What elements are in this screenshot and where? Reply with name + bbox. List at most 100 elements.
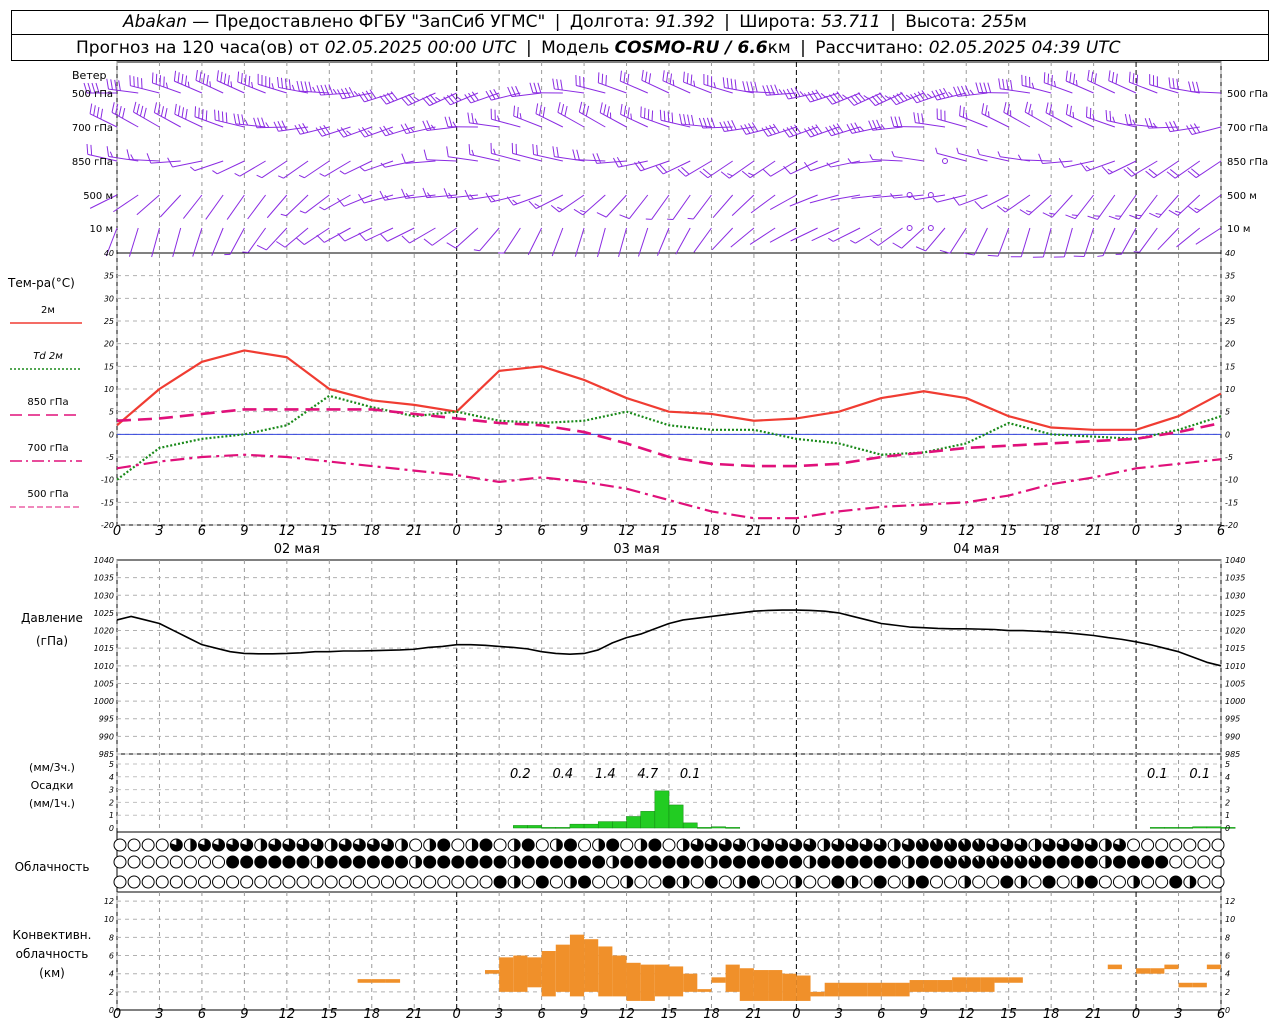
wind-barb — [195, 69, 224, 94]
cloud-cover-symbol — [141, 875, 155, 889]
wind-barb — [280, 194, 309, 217]
time-tick-label: 9 — [920, 1007, 928, 1022]
cloud-cover-fill — [747, 876, 760, 888]
pressure-tick-right: 1020 — [1225, 627, 1245, 636]
convective-cloud-bar — [1136, 968, 1151, 974]
wind-barb — [1079, 160, 1116, 172]
wind-barb — [174, 103, 203, 128]
wind-barb — [89, 194, 118, 209]
precip-bar — [541, 827, 557, 829]
cloud-cover-symbol — [296, 875, 310, 889]
convective-cloud-bar — [385, 979, 401, 983]
cloud-cover-symbol — [183, 875, 197, 889]
wind-barb — [1188, 194, 1222, 214]
cloud-cover-fill — [1035, 839, 1041, 851]
wind-barb — [379, 125, 415, 137]
wind-barb — [782, 87, 818, 100]
cloud-cover-symbol — [1155, 875, 1169, 889]
cloud-cover-fill — [930, 839, 943, 852]
time-tick-label: 21 — [746, 1007, 763, 1022]
convective-cloud-bar — [711, 977, 726, 983]
cloud-cover-fill — [874, 856, 887, 868]
time-tick-label: 12 — [279, 1007, 296, 1022]
cloud-cover-symbol — [465, 875, 479, 889]
temp-tick-right: 40 — [1225, 249, 1235, 258]
wind-level-label-right: 500 гПа — [1227, 89, 1268, 100]
wind-barb — [464, 91, 500, 104]
wind-barb — [337, 86, 372, 100]
wind-barb — [136, 194, 160, 216]
cloud-cover-fill — [860, 856, 873, 868]
wind-barb — [730, 227, 755, 248]
temp-legend-label: 850 гПа — [27, 397, 68, 408]
wind-barb — [552, 78, 585, 94]
precip-bar — [1192, 826, 1208, 829]
time-tick-label: 18 — [1043, 1007, 1060, 1022]
cloud-cover-fill — [860, 839, 873, 852]
cloud-cover-symbol — [944, 875, 958, 889]
pressure-tick-right: 995 — [1225, 715, 1240, 724]
cloud-cover-fill — [353, 856, 366, 868]
convective-cloud-bar — [725, 964, 740, 992]
wind-barb — [316, 227, 351, 243]
precip-tick-left: 4 — [109, 773, 114, 782]
convective-cloud-bar — [909, 980, 924, 992]
wind-barb — [1038, 153, 1073, 165]
wind-barb — [1166, 160, 1201, 179]
wind-barb — [742, 81, 776, 94]
cloud-cover-fill — [260, 839, 267, 851]
convective-cloud-bar — [669, 966, 684, 997]
precip-unit-3h: (мм/3ч.) — [29, 761, 75, 774]
cloud-cover-fill — [1043, 876, 1056, 888]
pressure-tick-right: 990 — [1225, 732, 1240, 741]
wind-barb — [336, 126, 372, 138]
temp-tick-left: 25 — [104, 317, 114, 326]
conv-tick-left: 4 — [109, 970, 114, 979]
precip-bar — [1164, 827, 1179, 829]
wind-barb — [128, 227, 139, 257]
precip-tick-right: 4 — [1225, 773, 1230, 782]
cloud-cover-symbol — [155, 838, 169, 852]
wind-barb — [850, 227, 882, 244]
cloud-cover-fill — [986, 856, 999, 868]
conv-tick-left: 2 — [109, 988, 114, 997]
precip-tick-left: 3 — [109, 786, 114, 795]
wind-barb — [679, 113, 712, 128]
wind-barb — [358, 126, 394, 138]
cloud-cover-symbol — [1197, 838, 1211, 852]
precip-bar — [583, 823, 599, 829]
wind-barb — [153, 102, 181, 128]
wind-barb — [892, 227, 925, 249]
cloud-cover-fill — [683, 839, 690, 851]
pressure-tick-left: 985 — [99, 750, 114, 759]
wind-barb — [277, 77, 309, 94]
cloud-cover-fill — [317, 856, 324, 868]
wind-barb — [233, 113, 266, 128]
cloud-cover-fill — [846, 856, 858, 868]
cloud-cover-fill — [711, 856, 718, 868]
cloud-cover-fill — [339, 856, 352, 868]
cloud-cover-symbol — [113, 875, 127, 889]
wind-barb — [253, 117, 287, 129]
wind-barb — [1128, 71, 1158, 94]
wind-barb — [641, 69, 670, 94]
cloud-cover-fill — [480, 856, 492, 868]
time-tick-label: 9 — [920, 524, 928, 539]
cloud-cover-symbol — [155, 855, 169, 869]
cloud-cover-fill — [1014, 856, 1027, 868]
time-tick-label: 0 — [1132, 524, 1140, 539]
wind-barb — [126, 149, 160, 162]
time-tick-label: 6 — [537, 524, 545, 539]
wind-barb — [212, 160, 245, 175]
wind-barb — [720, 160, 755, 179]
cloud-cover-symbol — [606, 875, 620, 889]
precip-bar — [1206, 826, 1222, 829]
pressure-tick-left: 995 — [99, 715, 114, 724]
wind-barb — [192, 227, 203, 257]
wind-barb — [675, 227, 691, 255]
pressure-tick-right: 1040 — [1225, 556, 1245, 565]
cloud-cover-fill — [795, 876, 802, 888]
wind-barb — [557, 102, 585, 128]
conv-tick-right: 12 — [1225, 897, 1235, 906]
cloud-cover-fill — [282, 839, 295, 852]
